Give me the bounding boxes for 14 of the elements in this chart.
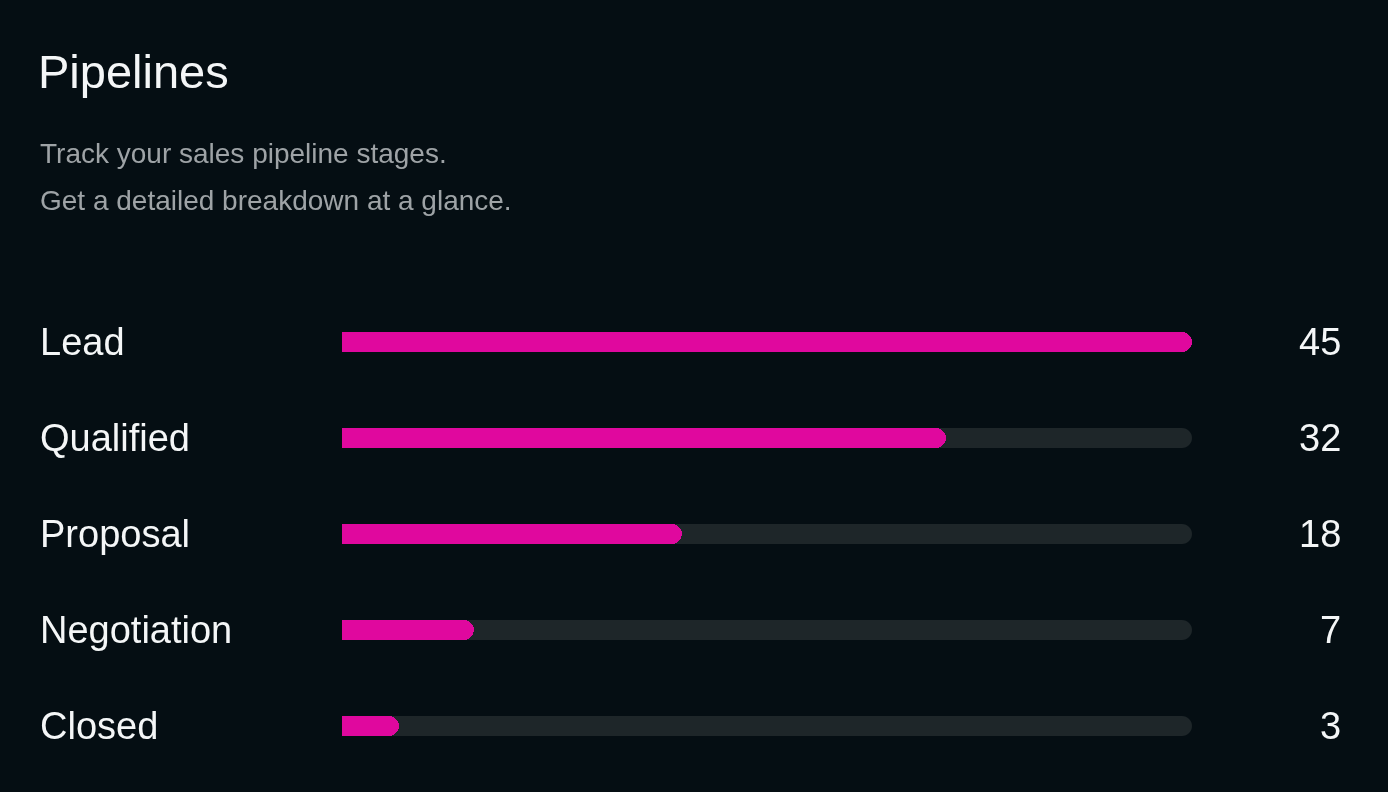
data-label: 45 xyxy=(1299,321,1342,363)
y-tick-label: Negotiation xyxy=(40,609,233,651)
data-label: 3 xyxy=(1320,705,1342,747)
data-label: 7 xyxy=(1320,609,1342,651)
bar xyxy=(342,716,399,736)
y-tick-label: Qualified xyxy=(40,417,190,459)
chart-title: Pipelines xyxy=(38,45,229,99)
y-tick-label: Proposal xyxy=(40,513,190,555)
chart-subtitle: Track your sales pipeline stages. Get a detailed breakdown at a glance. xyxy=(40,138,512,216)
data-label: 32 xyxy=(1299,417,1342,459)
data-label: 18 xyxy=(1299,513,1342,555)
y-tick-label: Closed xyxy=(40,705,159,747)
bar xyxy=(342,620,474,640)
y-tick-label: Lead xyxy=(40,321,125,363)
